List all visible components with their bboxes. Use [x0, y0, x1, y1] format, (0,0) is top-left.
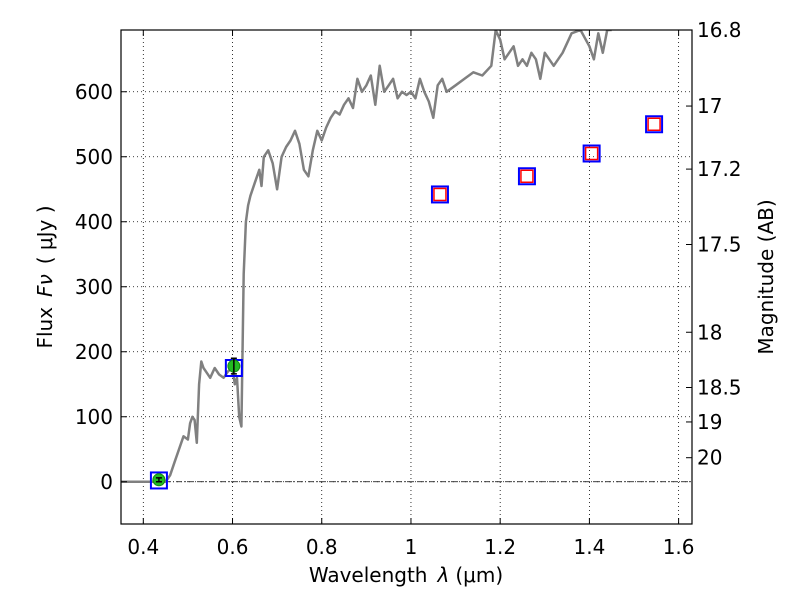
x-tick-label: 0.8 — [306, 535, 338, 559]
blue-square-marker — [582, 144, 601, 163]
y-tick-label: 0 — [100, 470, 113, 494]
magnitude-tick-label: 20 — [697, 446, 722, 470]
plot-frame — [120, 29, 693, 525]
y-tick-label: 400 — [75, 210, 113, 234]
y2-axis-title: Magnitude (AB) — [754, 199, 778, 354]
magnitude-tick-label: 19 — [697, 410, 722, 434]
blue-square-marker — [149, 471, 168, 490]
magnitude-tick-label: 18 — [697, 320, 722, 344]
x-tick-label: 0.6 — [217, 535, 249, 559]
y-tick-label: 100 — [75, 405, 113, 429]
magnitude-tick-label: 17 — [697, 94, 722, 118]
red-square-marker — [433, 187, 447, 202]
x-tick-labels: 0.4 0.6 0.8 1 1.2 1.4 1.6 — [127, 535, 694, 559]
blue-square-marker — [645, 115, 664, 134]
x-tick-label: 1 — [405, 535, 418, 559]
magnitude-tick-label: 17.5 — [697, 233, 742, 257]
x-axis-title: Wavelength λ (μm) — [309, 563, 503, 587]
red-square-marker — [520, 169, 534, 183]
photometry-markers — [149, 115, 664, 490]
y-tick-labels: 0 100 200 300 400 500 600 — [75, 80, 113, 494]
spectrum-group — [121, 30, 612, 484]
y-tick-label: 500 — [75, 145, 113, 169]
red-square-marker — [647, 117, 661, 131]
x-tick-label: 1.2 — [484, 535, 516, 559]
spectrum-line — [121, 30, 612, 484]
grid — [121, 30, 692, 524]
magnitude-tick-label: 18.5 — [697, 376, 742, 400]
y-tick-label: 300 — [75, 275, 113, 299]
y-tick-label: 200 — [75, 340, 113, 364]
y-tick-label: 600 — [75, 80, 113, 104]
magnitude-tick-label: 17.2 — [697, 157, 742, 181]
axis-ticks — [121, 29, 692, 524]
x-tick-label: 0.4 — [127, 535, 159, 559]
blue-square-marker — [430, 185, 449, 204]
blue-square-marker — [517, 167, 536, 186]
magnitude-tick-label: 16.8 — [697, 18, 742, 42]
x-tick-label: 1.4 — [573, 535, 605, 559]
magnitude-tick-labels: 16.8 17 17.2 17.5 18 18.5 19 20 — [697, 18, 742, 470]
x-tick-label: 1.6 — [663, 535, 695, 559]
y-axis-title: FluxFν( μJy ) — [33, 205, 57, 348]
red-square-marker — [584, 146, 599, 161]
